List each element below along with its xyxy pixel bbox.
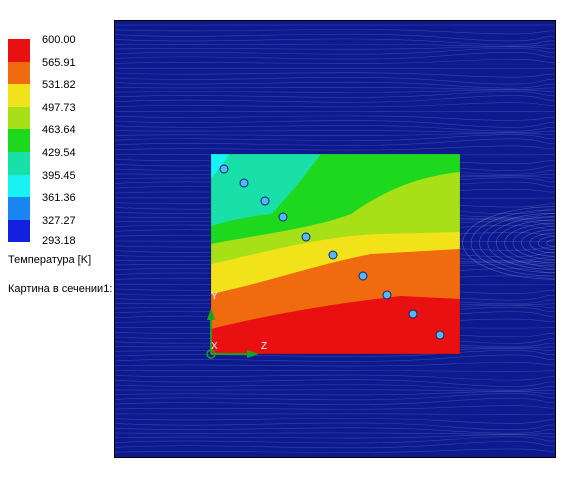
probe-point[interactable] [436, 331, 445, 340]
legend-swatch [8, 175, 30, 198]
axis-label-y: Y [211, 291, 218, 302]
legend-value: 497.73 [42, 102, 76, 114]
probe-point[interactable] [240, 179, 249, 188]
probe-point[interactable] [329, 251, 338, 260]
legend-value: 395.45 [42, 170, 76, 182]
legend-swatch [8, 39, 30, 62]
probe-point[interactable] [261, 197, 270, 206]
legend-value: 531.82 [42, 79, 76, 91]
probe-point[interactable] [302, 233, 311, 242]
axis-label-z: Z [261, 341, 267, 352]
legend-swatch [8, 84, 30, 107]
legend-value: 361.36 [42, 192, 76, 204]
legend-value: 565.91 [42, 57, 76, 69]
legend-swatch [8, 107, 30, 130]
probe-point[interactable] [359, 272, 368, 281]
probe-point[interactable] [220, 165, 229, 174]
legend-swatch [8, 129, 30, 152]
legend-value: 293.18 [42, 235, 76, 247]
probe-point[interactable] [383, 291, 392, 300]
legend-value: 463.64 [42, 124, 76, 136]
temperature-legend: 600.00 565.91 531.82 497.73 463.64 429.5… [8, 39, 108, 244]
legend-swatch [8, 197, 30, 220]
legend-swatch [8, 220, 30, 243]
probe-point[interactable] [279, 213, 288, 222]
graphics-viewport[interactable]: Y Z X [114, 20, 556, 458]
probe-point[interactable] [409, 310, 418, 319]
legend-swatch [8, 152, 30, 175]
axis-label-x: X [211, 341, 218, 352]
legend-value: 600.00 [42, 34, 76, 46]
temperature-contour-plot [115, 21, 555, 457]
legend-value: 429.54 [42, 147, 76, 159]
legend-swatch [8, 62, 30, 85]
legend-value: 327.27 [42, 215, 76, 227]
legend-title: Температура [K] [8, 254, 91, 266]
